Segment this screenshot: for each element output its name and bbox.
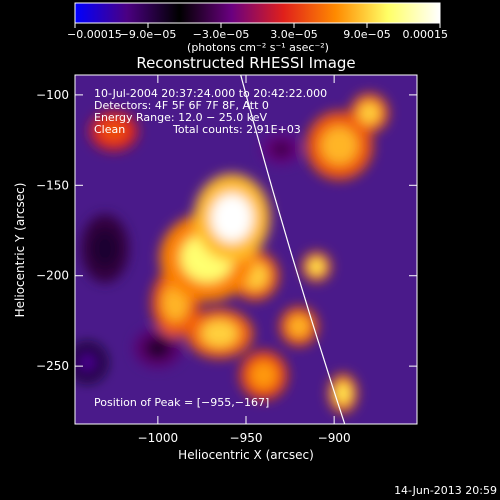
x-tick-label: −950 xyxy=(230,431,263,445)
colorbar-tick-labels: −0.00015−9.0e−05 −3.0e−05 3.0e−05 9.0e−05 0.… xyxy=(67,28,448,41)
colorbar xyxy=(74,2,441,24)
heatmap-feature xyxy=(210,193,254,243)
y-tick-label: −250 xyxy=(36,359,69,373)
heatmap-feature xyxy=(201,320,239,348)
y-tick-label: −200 xyxy=(36,269,69,283)
x-axis-ticks xyxy=(157,75,335,424)
heatmap-feature xyxy=(320,126,358,165)
heatmap-feature xyxy=(358,102,380,124)
heatmap-feature xyxy=(100,120,128,142)
y-axis-label: Heliocentric Y (arcsec) xyxy=(13,183,27,318)
colorbar-ticks xyxy=(74,23,441,28)
annotation-detectors: Detectors: 4F 5F 6F 7F 8F, Att 0 xyxy=(94,99,269,112)
heatmap-feature xyxy=(91,229,119,268)
x-tick-label: −900 xyxy=(318,431,351,445)
heatmap-feature xyxy=(288,315,310,338)
colorbar-tick-label: −0.00015 xyxy=(67,28,122,41)
y-tick-label: −100 xyxy=(36,88,69,102)
heatmap-feature xyxy=(250,361,277,389)
annotation-energy-range: Energy Range: 12.0 − 25.0 keV xyxy=(94,111,268,124)
annotation-peak-position: Position of Peak = [−955,−167] xyxy=(94,396,269,409)
y-tick-labels: −100 −150 −200 −250 xyxy=(36,88,69,373)
solar-limb-line xyxy=(240,75,346,424)
heatmap-feature xyxy=(144,337,172,359)
heatmap-feature xyxy=(76,351,98,374)
colorbar-units-label: (photons cm⁻² s⁻¹ asec⁻²) xyxy=(187,41,329,54)
y-tick-label: −150 xyxy=(36,178,69,192)
y-axis-ticks xyxy=(75,94,417,367)
colorbar-tick-label: 9.0e−05 xyxy=(343,28,390,41)
colorbar-tick-label: 0.00015 xyxy=(403,28,449,41)
colorbar-tick-label: −9.0e−05 xyxy=(120,28,177,41)
plot-title: Reconstructed RHESSI Image xyxy=(136,54,355,72)
colorbar-tick-label: 3.0e−05 xyxy=(270,28,317,41)
footer-date: 14-Jun-2013 20:59 xyxy=(394,484,497,497)
colorbar-tick-label: −3.0e−05 xyxy=(193,28,250,41)
heatmap-feature xyxy=(335,382,351,405)
heatmap-image xyxy=(75,93,389,413)
annotation-total-counts: Total counts: 2.91E+03 xyxy=(172,123,301,136)
heatmap-feature xyxy=(308,258,325,275)
x-tick-label: −1000 xyxy=(138,431,179,445)
x-axis-label: Heliocentric X (arcsec) xyxy=(178,448,314,462)
annotation-time-range: 10-Jul-2004 20:37:24.000 to 20:42:22.000 xyxy=(94,87,327,100)
heatmap-feature xyxy=(270,141,292,158)
x-tick-labels: −1000 −950 −900 xyxy=(138,431,351,445)
annotation-clean-label: Clean xyxy=(94,123,125,136)
